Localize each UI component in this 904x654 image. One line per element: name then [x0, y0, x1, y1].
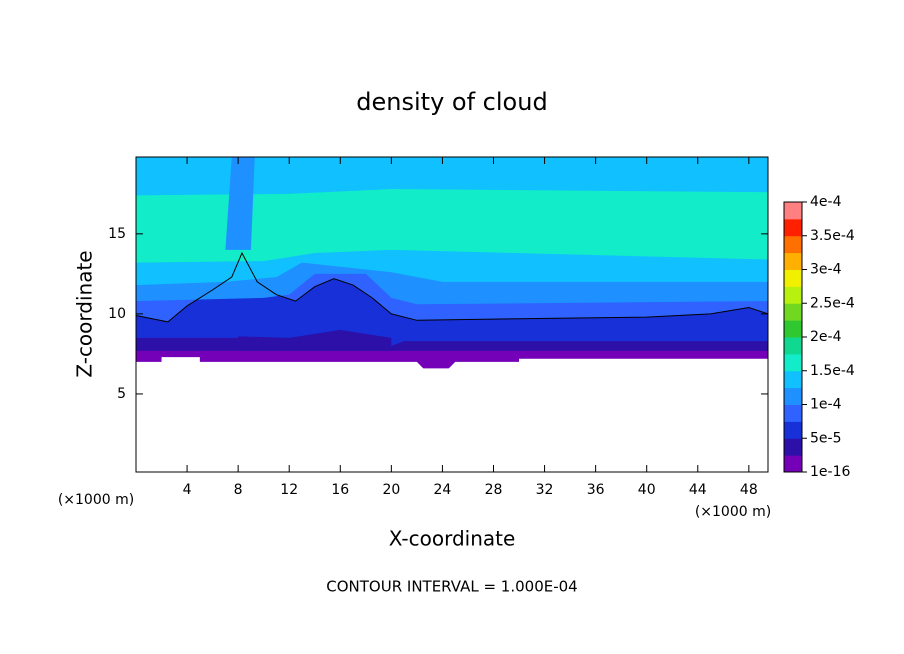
x-tick-label: 8	[234, 482, 243, 498]
colorbar-band	[784, 337, 802, 355]
colorbar-tick-label: 3.5e-4	[810, 228, 855, 244]
colorbar-tick-label: 2.5e-4	[810, 295, 855, 311]
colorbar-band	[784, 303, 802, 321]
x-tick-label: 16	[331, 482, 349, 498]
chart-title: density of cloud	[356, 88, 547, 116]
colorbar-band	[784, 202, 802, 220]
contour-region	[225, 157, 255, 250]
colorbar-band	[784, 235, 802, 254]
x-tick-label: 40	[638, 482, 656, 498]
colorbar-band	[784, 353, 802, 372]
colorbar-band	[784, 438, 802, 456]
colorbar-band	[784, 404, 802, 422]
colorbar-tick-label: 3e-4	[810, 262, 842, 278]
y-unit-label: (×1000 m)	[58, 492, 134, 508]
colorbar-band	[784, 320, 802, 338]
colorbar-tick-label: 5e-5	[810, 430, 841, 446]
colorbar-band	[784, 286, 802, 304]
x-tick-label: 28	[485, 482, 503, 498]
plot-frame	[135, 156, 769, 473]
colorbar-tick-label: 1e-16	[810, 464, 850, 480]
colorbar-band	[784, 370, 802, 389]
colorbar-tick-label: 1e-4	[810, 397, 842, 413]
x-tick-label: 32	[536, 482, 554, 498]
x-axis-label: X-coordinate	[389, 527, 516, 551]
contour-region	[238, 329, 392, 351]
contour-line	[135, 251, 769, 323]
x-tick-label: 12	[280, 482, 298, 498]
contour-region	[136, 189, 768, 263]
colorbar-tick-label: 4e-4	[810, 194, 842, 210]
colorbar-tick-label: 2e-4	[810, 329, 842, 345]
y-axis-label: Z-coordinate	[73, 250, 97, 377]
colorbar-band	[784, 252, 802, 270]
x-tick-label: 48	[740, 482, 758, 498]
footer-note: CONTOUR INTERVAL = 1.000E-04	[326, 578, 577, 596]
colorbar-band	[784, 455, 802, 473]
y-tick-label: 10	[108, 306, 126, 322]
colorbar-band	[784, 421, 802, 439]
colorbar-band	[784, 269, 802, 287]
colorbar-tick-label: 1.5e-4	[810, 363, 855, 379]
x-tick-label: 44	[689, 482, 707, 498]
y-tick-label: 5	[117, 386, 126, 402]
x-tick-label: 24	[434, 482, 452, 498]
x-tick-label: 20	[382, 482, 400, 498]
x-tick-label: 4	[183, 482, 192, 498]
colorbar-band	[784, 387, 802, 405]
x-tick-label: 36	[587, 482, 605, 498]
x-unit-label: (×1000 m)	[695, 504, 771, 520]
y-tick-label: 15	[108, 226, 126, 242]
colorbar-band	[784, 218, 802, 237]
